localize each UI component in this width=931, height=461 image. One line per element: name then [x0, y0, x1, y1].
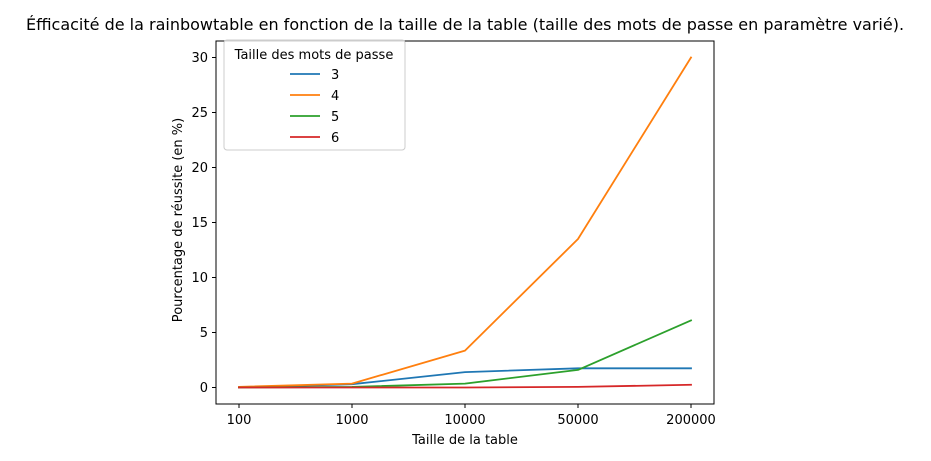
y-tick-label: 30	[191, 51, 208, 66]
x-tick-label: 100	[227, 413, 252, 428]
y-tick-label: 15	[191, 216, 208, 231]
x-tick-label: 10000	[444, 413, 485, 428]
legend-items: 3 4 5 6	[290, 68, 339, 146]
series-layer	[238, 56, 693, 389]
y-tick-label: 20	[191, 161, 208, 176]
y-axis-ticks: 0 5 10 15 20 25 30	[191, 51, 216, 396]
legend-label-6: 6	[331, 131, 339, 146]
plot-area: 100 1000 10000 50000 200000 0 5 10 15 20 25 30	[191, 40, 716, 428]
y-tick-label: 25	[191, 106, 208, 121]
legend-label-4: 4	[331, 89, 339, 104]
legend-title: Taille des mots de passe	[234, 48, 394, 63]
legend: Taille des mots de passe 3 4 5 6	[223, 39, 406, 151]
x-tick-label: 1000	[335, 413, 368, 428]
y-tick-label: 5	[200, 326, 208, 341]
series-line-6	[238, 383, 692, 389]
legend-label-3: 3	[331, 68, 339, 83]
legend-label-5: 5	[331, 110, 339, 125]
x-tick-label: 50000	[557, 413, 598, 428]
x-tick-label: 200000	[666, 413, 716, 428]
y-tick-label: 0	[200, 381, 208, 396]
x-axis-ticks: 100 1000 10000 50000 200000	[227, 404, 716, 428]
x-axis-label: Taille de la table	[411, 433, 518, 448]
series-line-5	[238, 319, 693, 389]
series-line-4	[238, 56, 693, 388]
chart-title: Éfficacité de la rainbowtable en fonctio…	[26, 15, 904, 34]
y-tick-label: 10	[191, 271, 208, 286]
y-axis-label: Pourcentage de réussite (en %)	[171, 118, 186, 322]
